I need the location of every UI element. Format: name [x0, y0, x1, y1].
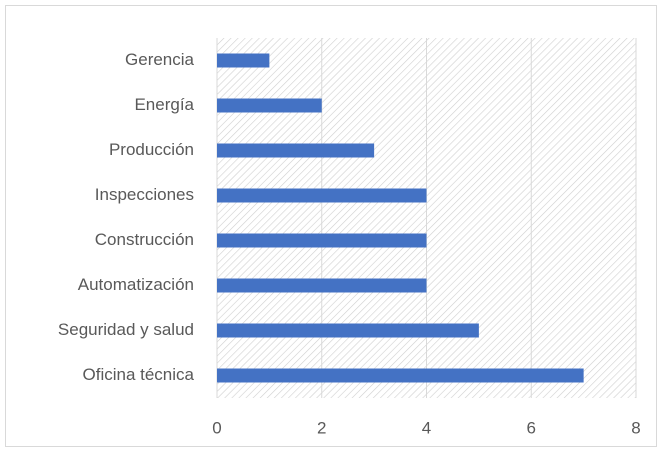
y-tick-label: Energía [134, 95, 194, 114]
bar [217, 233, 427, 248]
y-tick-label: Oficina técnica [83, 365, 195, 384]
bar [217, 368, 584, 383]
bar [217, 98, 322, 113]
bar [217, 323, 479, 338]
y-tick-label: Automatización [78, 275, 194, 294]
bar [217, 278, 427, 293]
x-tick-label: 8 [631, 418, 640, 437]
bar [217, 53, 270, 68]
bar [217, 143, 375, 158]
y-tick-label: Seguridad y salud [58, 320, 194, 339]
x-tick-label: 0 [212, 418, 221, 437]
y-tick-label: Gerencia [125, 50, 195, 69]
x-tick-label: 2 [317, 418, 326, 437]
x-tick-label: 4 [422, 418, 431, 437]
x-tick-label: 6 [527, 418, 536, 437]
bar [217, 188, 427, 203]
y-tick-label: Producción [109, 140, 194, 159]
y-tick-label: Inspecciones [95, 185, 194, 204]
y-tick-label: Construcción [95, 230, 194, 249]
